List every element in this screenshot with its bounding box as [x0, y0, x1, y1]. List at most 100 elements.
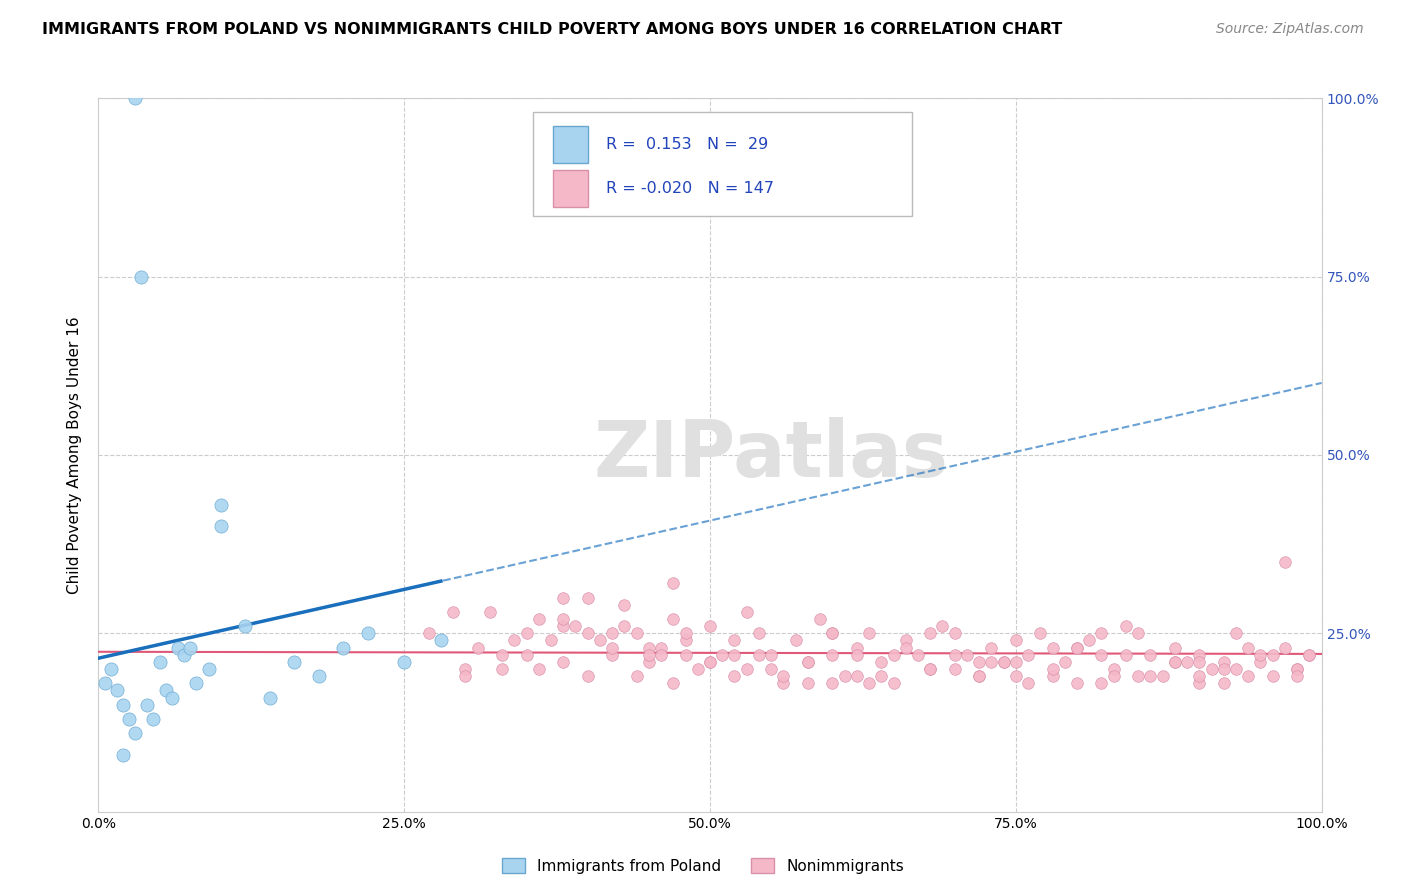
- Point: [1115, 648, 1137, 662]
- Point: [723, 633, 745, 648]
- Point: [118, 712, 141, 726]
- Point: [1029, 626, 1052, 640]
- Point: [1004, 655, 1026, 669]
- Point: [1274, 640, 1296, 655]
- Point: [662, 576, 685, 591]
- Point: [1175, 655, 1198, 669]
- Point: [943, 626, 966, 640]
- Point: [638, 640, 661, 655]
- Point: [686, 662, 709, 676]
- Point: [980, 655, 1002, 669]
- Point: [105, 683, 128, 698]
- Point: [723, 669, 745, 683]
- FancyBboxPatch shape: [554, 126, 588, 163]
- Point: [858, 626, 880, 640]
- Point: [638, 655, 661, 669]
- Point: [675, 648, 697, 662]
- Point: [1102, 669, 1125, 683]
- Point: [821, 676, 844, 690]
- Point: [797, 655, 820, 669]
- Point: [772, 669, 794, 683]
- Point: [600, 648, 623, 662]
- Point: [124, 726, 146, 740]
- Text: R =  0.153   N =  29: R = 0.153 N = 29: [606, 137, 768, 152]
- Point: [626, 626, 648, 640]
- Point: [1066, 640, 1088, 655]
- Point: [491, 662, 513, 676]
- Point: [858, 676, 880, 690]
- Point: [1298, 648, 1320, 662]
- Point: [967, 669, 990, 683]
- Point: [967, 669, 990, 683]
- Point: [142, 712, 165, 726]
- Point: [943, 648, 966, 662]
- Point: [356, 626, 378, 640]
- Point: [845, 669, 868, 683]
- Point: [761, 662, 783, 676]
- Point: [808, 612, 831, 626]
- Point: [1078, 633, 1101, 648]
- Point: [1004, 669, 1026, 683]
- Point: [283, 655, 305, 669]
- Point: [197, 662, 219, 676]
- Point: [430, 633, 453, 648]
- Point: [1090, 648, 1112, 662]
- Point: [186, 676, 208, 690]
- Point: [553, 612, 575, 626]
- Point: [576, 669, 599, 683]
- Point: [111, 698, 134, 712]
- Point: [553, 591, 575, 605]
- Point: [675, 626, 697, 640]
- Point: [748, 648, 770, 662]
- Point: [1115, 619, 1137, 633]
- Text: R = -0.020   N = 147: R = -0.020 N = 147: [606, 181, 775, 196]
- Point: [1212, 655, 1234, 669]
- Point: [845, 640, 868, 655]
- Point: [761, 648, 783, 662]
- Point: [993, 655, 1015, 669]
- Point: [943, 662, 966, 676]
- Point: [553, 655, 575, 669]
- Point: [136, 698, 159, 712]
- Point: [503, 633, 526, 648]
- Point: [1152, 669, 1174, 683]
- Point: [149, 655, 172, 669]
- Point: [920, 662, 942, 676]
- Point: [111, 747, 134, 762]
- Point: [527, 662, 550, 676]
- Point: [821, 626, 844, 640]
- Point: [600, 640, 623, 655]
- Point: [516, 648, 538, 662]
- Point: [699, 655, 721, 669]
- Point: [527, 612, 550, 626]
- Point: [834, 669, 856, 683]
- Point: [1188, 669, 1211, 683]
- Point: [993, 655, 1015, 669]
- Point: [662, 612, 685, 626]
- Point: [478, 605, 501, 619]
- Point: [167, 640, 190, 655]
- Point: [735, 605, 758, 619]
- Point: [1042, 640, 1064, 655]
- Point: [870, 655, 893, 669]
- Point: [1286, 669, 1309, 683]
- Point: [332, 640, 354, 655]
- Point: [1188, 655, 1211, 669]
- Point: [1261, 648, 1284, 662]
- Point: [723, 648, 745, 662]
- Point: [613, 598, 636, 612]
- Point: [1274, 555, 1296, 569]
- Point: [920, 662, 942, 676]
- Point: [1066, 640, 1088, 655]
- Point: [711, 648, 734, 662]
- Point: [1102, 662, 1125, 676]
- Text: Source: ZipAtlas.com: Source: ZipAtlas.com: [1216, 22, 1364, 37]
- Point: [845, 648, 868, 662]
- Point: [173, 648, 195, 662]
- Point: [613, 619, 636, 633]
- Point: [1164, 655, 1187, 669]
- Point: [1164, 640, 1187, 655]
- Point: [797, 676, 820, 690]
- Point: [1017, 648, 1039, 662]
- Point: [100, 662, 122, 676]
